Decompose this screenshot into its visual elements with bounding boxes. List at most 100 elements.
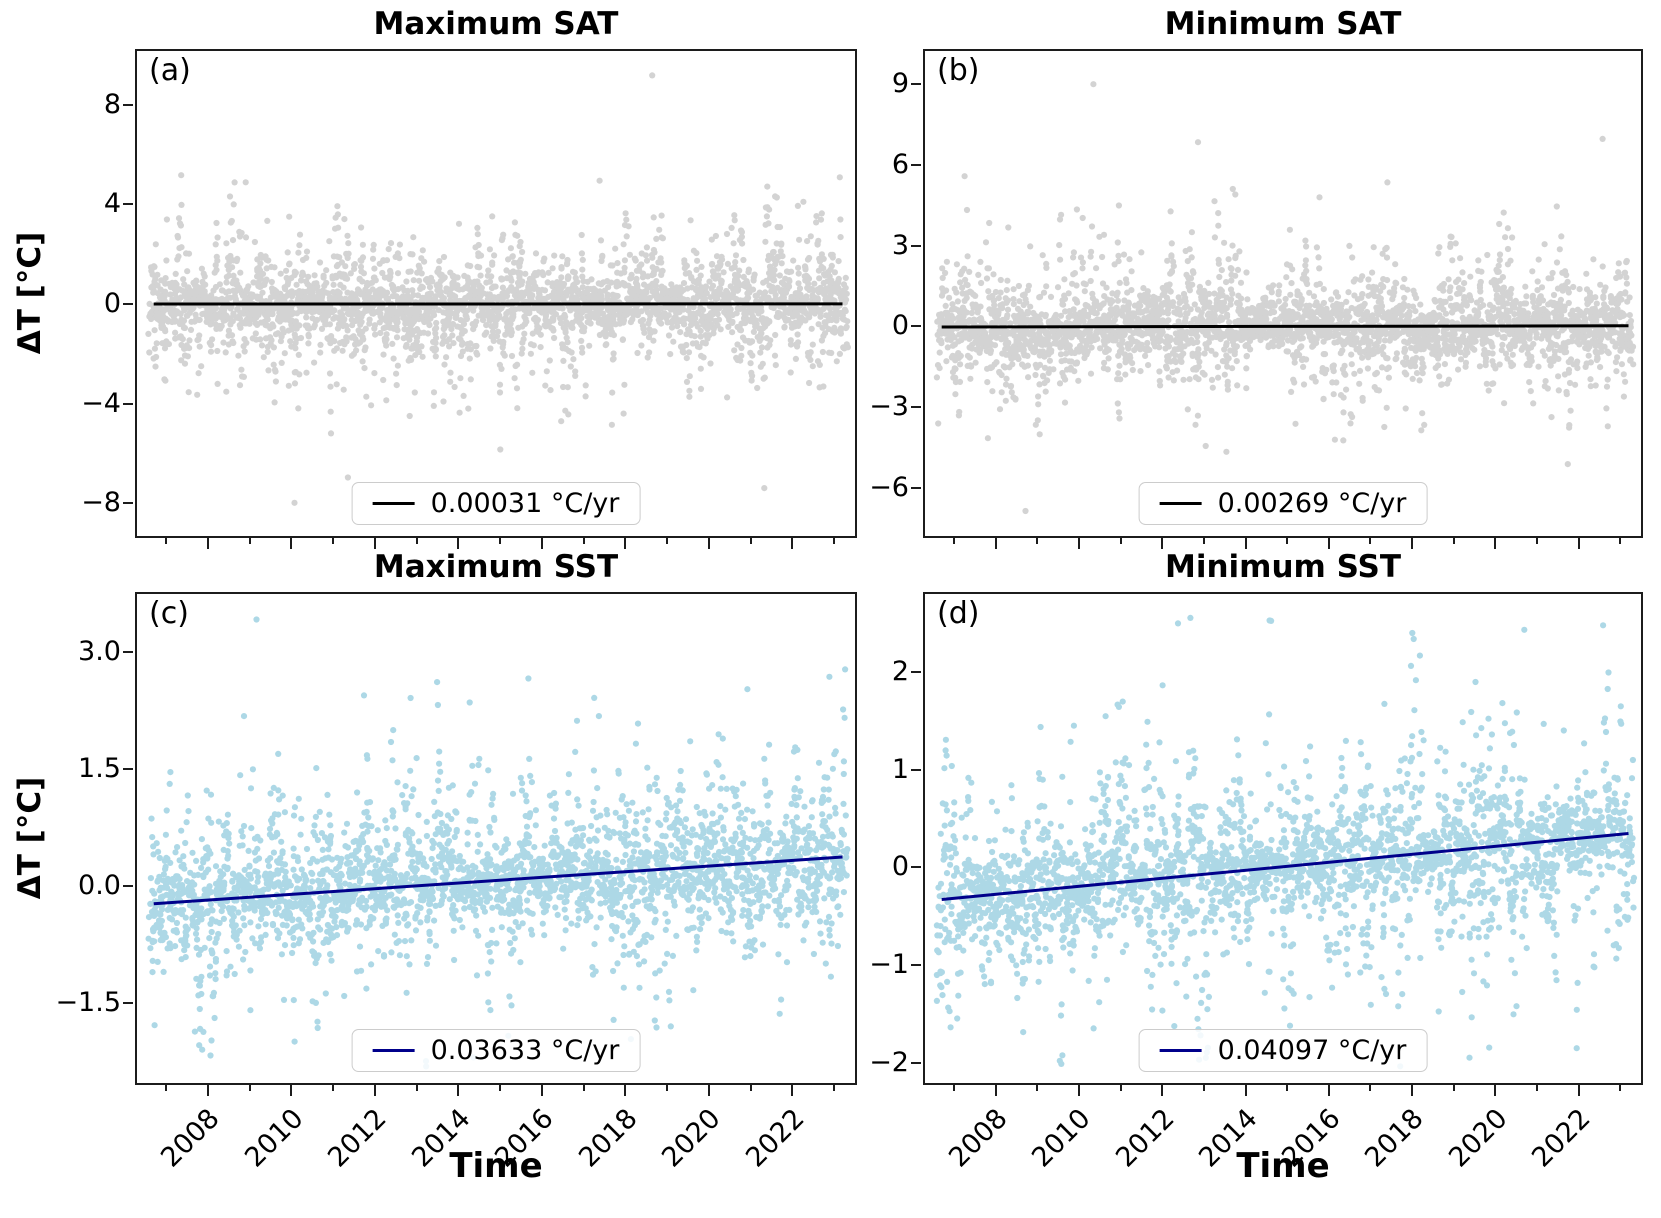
scatter-points-svg [933,81,1637,515]
panel-c-letter: (c) [149,596,189,631]
y-tick-label: −2 [869,1046,909,1078]
x-tick-mark-major [1161,1085,1164,1096]
y-tick-mark [911,963,921,966]
panel-c-legend: 0.03633 °C/yr [351,1029,641,1072]
y-tick-label: 0 [891,310,909,342]
legend-label: 0.04097 °C/yr [1217,1035,1407,1066]
scatter-points-svg [145,616,851,1070]
y-tick-mark [123,103,133,106]
x-tick-mark-major [707,1085,710,1096]
panel-a-letter: (a) [149,53,191,88]
x-tick-mark-minor [1202,538,1205,544]
x-tick-mark-major [1411,1085,1414,1096]
y-tick-label: −6 [869,471,909,503]
y-tick-label: 2 [891,655,909,687]
x-tick-mark-minor [415,1085,418,1091]
panel-d-letter: (d) [937,596,980,631]
x-tick-mark-minor [499,538,502,544]
scatter-points-svg [145,72,852,506]
legend-line-icon [1159,1049,1202,1052]
x-tick-mark-major [1078,1085,1081,1096]
y-tick-mark [911,244,921,247]
y-tick-mark [911,82,921,85]
x-tick-mark-major [1577,538,1580,549]
panel-b-letter: (b) [937,53,980,88]
x-tick-mark-minor [165,538,168,544]
x-tick-mark-major [373,1085,376,1096]
x-tick-mark-minor [1619,538,1622,544]
x-tick-mark-major [206,538,209,549]
y-tick-mark [123,203,133,206]
y-tick-label: −3 [869,391,909,423]
y-tick-mark [911,1061,921,1064]
y-tick-mark [123,1001,133,1004]
panel-b-title: Minimum SAT [1164,6,1402,42]
y-tick-label: −4 [81,387,121,419]
x-tick-mark-minor [1452,538,1455,544]
y-tick-label: 1 [891,753,909,785]
panel-d-plot: (d) 0.04097 °C/yr 2 1 0 −1 −2 2008 2010 2012 201… [869,592,1643,1174]
x-tick-mark-minor [953,538,956,544]
x-tick-mark-major [791,1085,794,1096]
panel-a-legend: 0.00031 °C/yr [351,482,641,525]
y-tick-mark [911,406,921,409]
x-tick-mark-major [1577,1085,1580,1096]
x-tick-mark-minor [953,1085,956,1091]
y-tick-mark [911,325,921,328]
x-tick-mark-minor [248,538,251,544]
x-tick-mark-minor [1535,538,1538,544]
y-axis-label-top: ΔT [°C] [12,231,48,355]
panel-a-title: Maximum SAT [373,6,619,42]
x-tick-mark-major [791,538,794,549]
x-axis-label-left: Time [449,1146,543,1186]
x-tick-mark-minor [749,1085,752,1091]
x-tick-mark-minor [833,1085,836,1091]
y-tick-label: 0 [891,851,909,883]
x-axis-label-right: Time [1236,1146,1330,1186]
y-tick-mark [911,768,921,771]
panel-c-plot: (c) 0.03633 °C/yr 3.0 1.5 0.0 −1.5 2008 2010 2… [55,592,857,1174]
y-tick-label: 4 [103,188,121,220]
trend-line [941,324,1629,329]
y-tick-mark [123,884,133,887]
y-tick-mark [123,767,133,770]
x-tick-mark-minor [415,538,418,544]
x-tick-mark-major [1161,538,1164,549]
x-tick-mark-minor [165,1085,168,1091]
x-tick-mark-minor [332,538,335,544]
x-tick-mark-major [457,1085,460,1096]
x-tick-mark-major [540,538,543,549]
y-tick-label: −1.5 [55,986,121,1018]
x-tick-mark-major [1411,538,1414,549]
trend-line [941,832,1629,901]
x-tick-mark-major [1327,538,1330,549]
panel-a-plot: (a) 0.00031 °C/yr 8 4 0 −4 −8 [81,49,857,549]
legend-line-icon [372,502,415,505]
legend-label: 0.00031 °C/yr [430,488,620,519]
x-tick-mark-major [1327,1085,1330,1096]
x-tick-mark-minor [1119,538,1122,544]
panel-c-title: Maximum SST [373,549,619,585]
y-tick-label: 3 [891,229,909,261]
legend-line-icon [1159,502,1202,505]
x-tick-mark-minor [749,538,752,544]
x-tick-mark-minor [582,538,585,544]
y-tick-mark [123,650,133,653]
y-axis-label-bottom: ΔT [°C] [12,776,48,900]
x-tick-mark-major [206,1085,209,1096]
x-tick-mark-major [994,538,997,549]
x-tick-mark-minor [1119,1085,1122,1091]
x-tick-mark-minor [1369,538,1372,544]
x-tick-mark-minor [1286,1085,1289,1091]
panel-d-title: Minimum SST [1164,549,1402,585]
x-tick-mark-major [994,1085,997,1096]
y-tick-label: 8 [103,88,121,120]
x-tick-mark-major [1244,538,1247,549]
y-tick-label: −8 [81,487,121,519]
x-tick-mark-minor [666,1085,669,1091]
y-tick-mark [911,866,921,869]
x-tick-mark-minor [1286,538,1289,544]
x-tick-mark-major [373,538,376,549]
x-tick-mark-major [290,538,293,549]
x-tick-mark-minor [332,1085,335,1091]
